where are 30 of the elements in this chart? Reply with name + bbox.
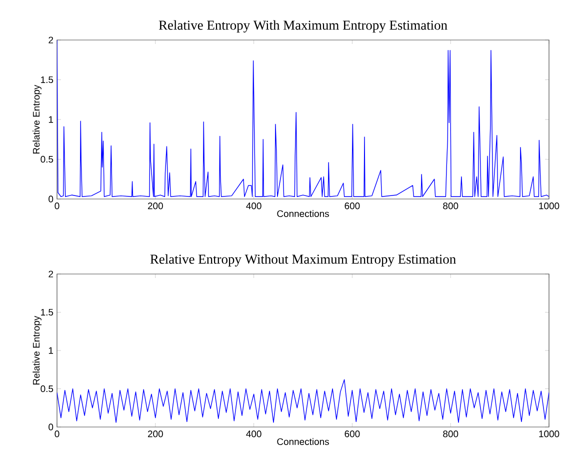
x-tick-label: 800 (443, 202, 458, 210)
y-tick-label: 1.5 (41, 308, 54, 316)
x-tick-label: 1000 (539, 430, 560, 438)
x-tick-label: 400 (246, 430, 262, 438)
x-axis-title: Connections (277, 210, 329, 218)
y-tick-label: 2 (48, 270, 54, 278)
line-series (57, 40, 550, 197)
x-tick-label: 0 (54, 202, 60, 210)
chart-title: Relative Entropy With Maximum Entropy Estimation (158, 20, 448, 33)
line-series (57, 379, 550, 423)
x-tick-label: 200 (148, 202, 163, 210)
x-tick-label: 400 (246, 202, 262, 210)
x-tick-label: 200 (148, 430, 163, 438)
x-tick-label: 800 (443, 430, 458, 438)
y-tick-label: 0.5 (40, 156, 54, 163)
y-axis-title: Relative Entropy (32, 84, 42, 154)
y-tick-label: 2 (48, 36, 54, 44)
y-tick-label: 1.5 (41, 76, 54, 84)
y-tick-label: 0 (48, 196, 54, 202)
x-tick-label: 600 (344, 202, 360, 210)
x-tick-label: 0 (54, 430, 60, 438)
y-tick-label: 1 (48, 347, 54, 354)
y-tick-label: 0.5 (40, 385, 54, 392)
x-axis-title: Connections (277, 438, 329, 446)
x-tick-label: 600 (344, 430, 360, 438)
y-tick-label: 1 (48, 116, 54, 123)
y-axis-title: Relative Entropy (32, 316, 42, 384)
x-tick-label: 1000 (539, 202, 560, 210)
chart-title: Relative Entropy Without Maximum Entropy Estimation (150, 254, 456, 267)
y-tick-label: 0 (48, 424, 54, 430)
